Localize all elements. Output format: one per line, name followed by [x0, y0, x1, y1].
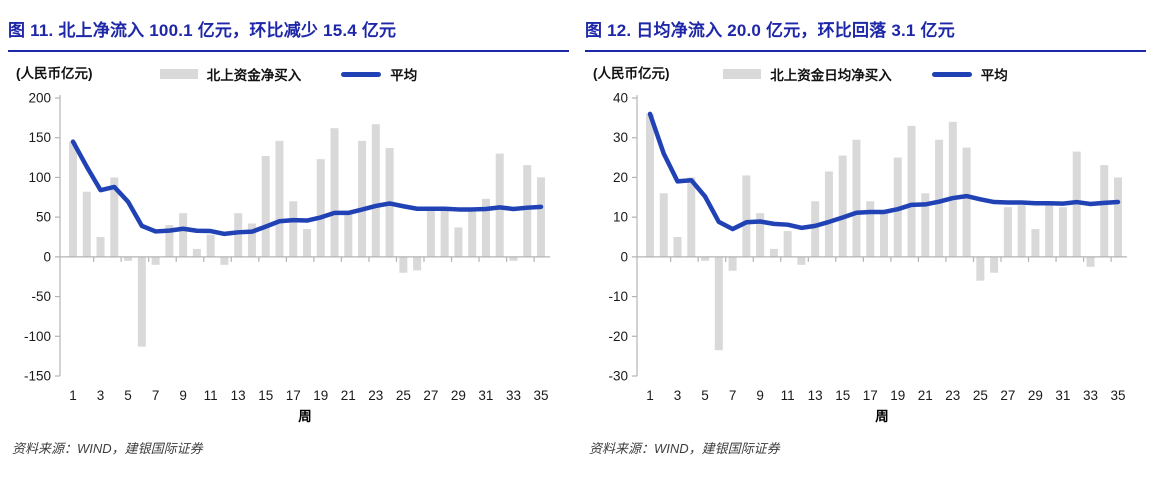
y-axis-unit-label: (人民币亿元): [593, 66, 670, 81]
svg-text:33: 33: [1083, 388, 1098, 403]
figure-11-legend: 北上资金净买入 平均: [0, 56, 577, 84]
svg-text:-20: -20: [608, 329, 628, 344]
svg-text:15: 15: [258, 388, 273, 403]
svg-text:-100: -100: [24, 329, 51, 344]
legend-item-line-series: 平均: [931, 64, 1008, 84]
svg-text:29: 29: [1028, 388, 1043, 403]
legend-item-bar-series: 北上资金净买入: [159, 64, 302, 84]
svg-text:200: 200: [28, 91, 51, 106]
svg-text:0: 0: [43, 249, 51, 264]
svg-text:23: 23: [368, 388, 383, 403]
svg-text:20: 20: [613, 170, 628, 185]
svg-text:11: 11: [781, 388, 795, 403]
figure-12-chart-header: (人民币亿元) 北上资金日均净买入 平均: [577, 56, 1154, 88]
bar-series-swatch-icon: [723, 69, 762, 79]
y-axis-unit-label: (人民币亿元): [16, 66, 93, 81]
svg-text:23: 23: [945, 388, 960, 403]
figure-11-title: 图 11. 北上净流入 100.1 亿元，环比减少 15.4 亿元: [8, 12, 569, 52]
svg-text:5: 5: [124, 388, 132, 403]
figure-12-source: 资料来源：WIND，建银国际证券: [589, 441, 780, 456]
svg-text:-50: -50: [31, 289, 51, 304]
figure-12-legend: 北上资金日均净买入 平均: [577, 56, 1154, 84]
svg-text:1: 1: [646, 388, 654, 403]
line-series-label: 平均: [980, 68, 1008, 83]
svg-text:1: 1: [69, 388, 77, 403]
svg-text:10: 10: [613, 210, 628, 225]
svg-text:35: 35: [1110, 388, 1125, 403]
svg-text:-30: -30: [608, 369, 628, 384]
svg-text:5: 5: [701, 388, 709, 403]
svg-text:3: 3: [97, 388, 105, 403]
svg-text:17: 17: [863, 388, 878, 403]
svg-text:-150: -150: [24, 369, 51, 384]
svg-text:31: 31: [478, 388, 493, 403]
svg-text:40: 40: [613, 91, 628, 106]
svg-text:25: 25: [396, 388, 411, 403]
svg-text:0: 0: [620, 249, 628, 264]
svg-text:27: 27: [423, 388, 438, 403]
svg-text:3: 3: [674, 388, 682, 403]
svg-text:21: 21: [341, 388, 356, 403]
svg-text:33: 33: [506, 388, 521, 403]
svg-text:25: 25: [973, 388, 988, 403]
figure-11-panel: 图 11. 北上净流入 100.1 亿元，环比减少 15.4 亿元 (人民币亿元…: [0, 0, 577, 477]
svg-text:27: 27: [1000, 388, 1015, 403]
figure-12-panel: 图 12. 日均净流入 20.0 亿元，环比回落 3.1 亿元 (人民币亿元) …: [577, 0, 1154, 477]
svg-text:7: 7: [729, 388, 737, 403]
svg-text:周: 周: [875, 409, 889, 424]
svg-text:9: 9: [179, 388, 187, 403]
svg-text:11: 11: [204, 388, 218, 403]
line-series-label: 平均: [390, 68, 418, 83]
figure-11-chart-header: (人民币亿元) 北上资金净买入 平均: [0, 56, 577, 88]
figure-11-source: 资料来源：WIND，建银国际证券: [12, 441, 203, 456]
legend-item-line-series: 平均: [341, 64, 417, 84]
legend-item-bar-series: 北上资金日均净买入: [723, 64, 892, 84]
svg-text:13: 13: [231, 388, 246, 403]
svg-text:13: 13: [808, 388, 823, 403]
svg-text:35: 35: [533, 388, 548, 403]
svg-text:19: 19: [890, 388, 905, 403]
svg-text:50: 50: [36, 210, 51, 225]
bar-series-label: 北上资金日均净买入: [770, 68, 892, 83]
svg-text:15: 15: [835, 388, 850, 403]
svg-text:30: 30: [613, 130, 628, 145]
svg-text:31: 31: [1055, 388, 1070, 403]
svg-text:周: 周: [298, 409, 312, 424]
figure-12-title: 图 12. 日均净流入 20.0 亿元，环比回落 3.1 亿元: [585, 12, 1146, 52]
bar-series-swatch-icon: [159, 69, 198, 79]
svg-text:29: 29: [451, 388, 466, 403]
line-series-swatch-icon: [341, 71, 382, 77]
svg-text:9: 9: [756, 388, 764, 403]
line-series-swatch-icon: [931, 71, 972, 77]
svg-text:150: 150: [28, 130, 51, 145]
svg-text:7: 7: [152, 388, 160, 403]
svg-text:17: 17: [286, 388, 301, 403]
svg-text:21: 21: [918, 388, 933, 403]
bar-series-label: 北上资金净买入: [206, 68, 302, 83]
svg-text:19: 19: [313, 388, 328, 403]
svg-text:100: 100: [28, 170, 51, 185]
svg-text:-10: -10: [608, 289, 628, 304]
